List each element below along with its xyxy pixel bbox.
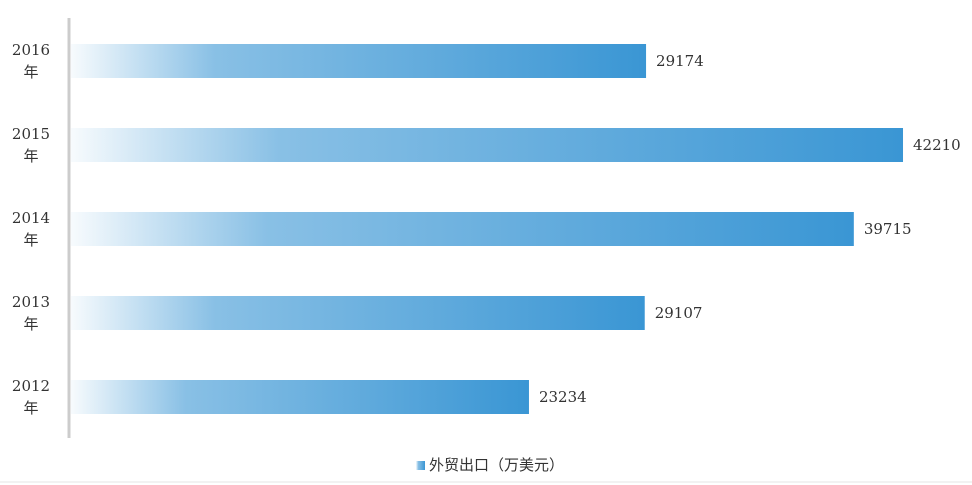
data-label: 42210 bbox=[913, 136, 961, 154]
y-tick-label: 2015年 bbox=[11, 125, 51, 165]
bar bbox=[71, 212, 854, 246]
legend-label: 外贸出口（万美元） bbox=[429, 456, 564, 474]
data-label: 29107 bbox=[655, 304, 703, 322]
y-tick-label: 2014年 bbox=[11, 209, 51, 249]
bar bbox=[71, 296, 645, 330]
bar bbox=[71, 128, 904, 162]
bar bbox=[71, 380, 529, 414]
data-label: 29174 bbox=[656, 52, 704, 70]
legend-swatch bbox=[416, 461, 425, 470]
data-label: 23234 bbox=[539, 388, 587, 406]
y-tick-label: 2012年 bbox=[11, 377, 51, 417]
y-tick-label: 2013年 bbox=[11, 293, 51, 333]
data-label: 39715 bbox=[864, 220, 912, 238]
bar bbox=[71, 44, 647, 78]
y-tick-label: 2016年 bbox=[11, 41, 51, 81]
